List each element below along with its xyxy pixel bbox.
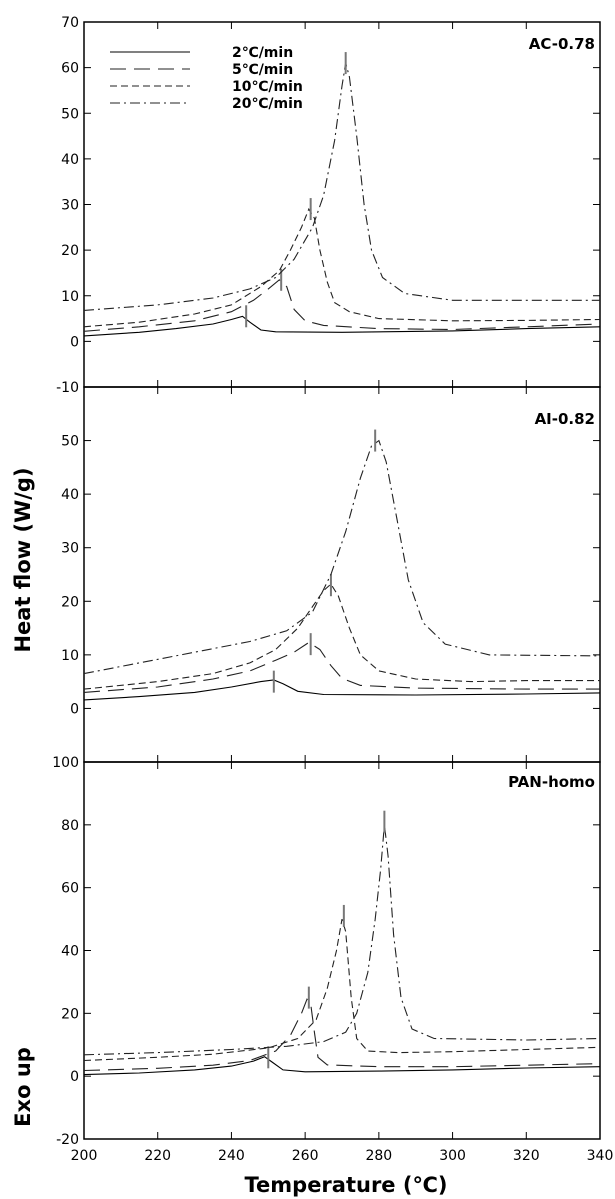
x-tick-label: 300 [439,1148,466,1164]
y-tick-label: 50 [61,106,79,122]
legend-label: 2℃/min [232,45,293,61]
series-line-ac-0-78-10c-min [83,207,601,328]
series-line-pan-homo-10c-min [83,918,601,1062]
y-tick-label: 30 [61,198,79,214]
x-tick-label: 220 [144,1148,171,1164]
y-tick-label: 20 [61,594,79,610]
x-tick-label: 280 [365,1148,392,1164]
y-tick-label: 60 [61,61,79,77]
x-tick-label: 260 [292,1148,319,1164]
x-tick-label: 320 [513,1148,540,1164]
series-line-pan-homo-2c-min [83,1056,601,1076]
y-tick-label: 20 [61,243,79,259]
x-tick-label: 200 [71,1148,98,1164]
y-tick-label: 40 [61,152,79,168]
y-tick-label: 100 [52,755,79,771]
panel-frame-pan-homo [83,761,601,1140]
x-axis-title: Temperature (℃) [245,1173,448,1197]
y-tick-label: 60 [61,881,79,897]
legend-label: 5℃/min [232,62,293,78]
series-line-ai-0-82-20c-min [83,439,601,675]
x-tick-label: 340 [587,1148,614,1164]
series-line-ai-0-82-5c-min [83,641,600,693]
y-tick-label: 10 [61,648,79,664]
series-line-pan-homo-20c-min [83,824,601,1056]
series-line-ai-0-82-10c-min [83,583,600,690]
y-tick-label: 40 [61,487,79,503]
y-tick-label: 0 [70,701,79,717]
y-tick-label: 10 [61,289,79,305]
series-line-ac-0-78-5c-min [83,279,601,332]
panel-label-ac-078: AC-0.78 [529,35,595,53]
legend-label: 20℃/min [232,96,303,112]
series-line-ai-0-82-2c-min [83,679,601,701]
y-tick-label: 70 [61,15,79,31]
series-line-ac-0-78-2c-min [83,315,601,337]
panel-frame-ai-0-82 [83,386,601,763]
series-line-pan-homo-5c-min [83,998,601,1072]
y-tick-label: -20 [56,1132,79,1148]
panel-label-pan-homo: PAN-homo [508,773,595,791]
y-tick-label: 50 [61,434,79,450]
series-line-ac-0-78-20c-min [83,62,600,311]
legend-label: 10℃/min [232,79,303,95]
y-tick-label: 80 [61,818,79,834]
y-axis-title: Heat flow (W/g) [11,467,35,652]
y-tick-label: 0 [70,334,79,350]
y-tick-label: 40 [61,944,79,960]
x-tick-label: 240 [218,1148,245,1164]
panel-label-ai-082: AI-0.82 [535,410,595,428]
y-tick-label: -10 [56,380,79,396]
y-axis-secondary-title: Exo up [11,1047,35,1127]
plot-area: -10 0 10 20 30 40 50 60 70 0 10 20 30 40 50 -20 0 20 40 60 8… [52,15,613,1164]
y-tick-label: 20 [61,1006,79,1022]
y-tick-label: 30 [61,541,79,557]
y-tick-label: 0 [70,1069,79,1085]
